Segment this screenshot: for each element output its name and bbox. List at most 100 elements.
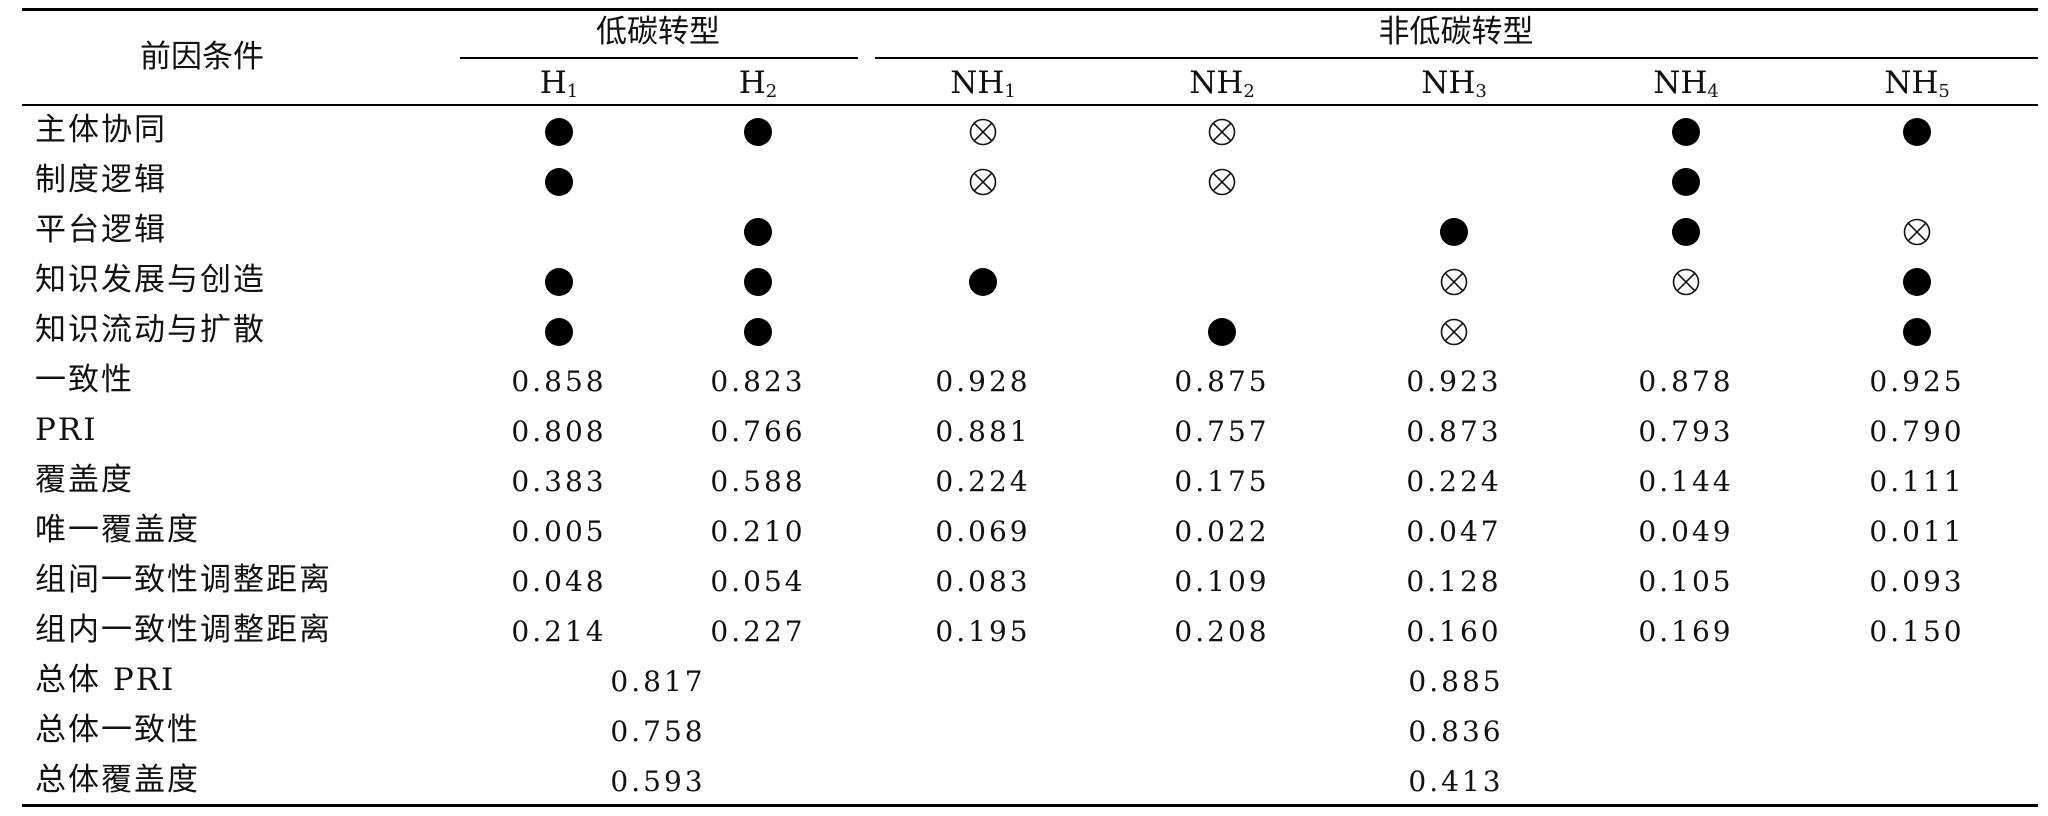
condition-absent-icon [969,118,997,146]
metric-value: 0.873 [1406,415,1502,448]
core-present-icon [1208,318,1236,346]
overall-low-value: 0.758 [610,715,706,748]
row-label: 总体 PRI [35,662,176,698]
metric-value: 0.790 [1869,415,1965,448]
header-bottom-rule [22,104,2038,106]
metric-value: 0.054 [710,565,806,598]
row-label: 一致性 [35,362,134,398]
core-present-icon [744,268,772,296]
metric-value: 0.169 [1638,615,1734,648]
metric-value: 0.208 [1174,615,1270,648]
metric-value: 0.227 [710,615,806,648]
config-header-nh1: NH1 [950,65,1016,102]
group-non-header: 非低碳转型 [1378,14,1534,50]
bottom-rule [22,804,2038,807]
top-rule [22,8,2038,11]
metric-value: 0.049 [1638,515,1734,548]
group-low-header: 低碳转型 [596,14,720,50]
row-label: 知识流动与扩散 [35,312,266,348]
overall-non-value: 0.413 [1408,765,1504,798]
metric-value: 0.093 [1869,565,1965,598]
core-present-icon [545,118,573,146]
core-present-icon [1903,268,1931,296]
metric-value: 0.175 [1174,465,1270,498]
metric-value: 0.022 [1174,515,1270,548]
condition-absent-icon [1903,218,1931,246]
metric-value: 0.111 [1869,465,1965,498]
metric-value: 0.005 [511,515,607,548]
metric-value: 0.588 [710,465,806,498]
core-present-icon [1440,218,1468,246]
core-present-icon [545,168,573,196]
core-present-icon [545,268,573,296]
metric-value: 0.224 [1406,465,1502,498]
core-present-icon [1672,118,1700,146]
core-present-icon [1903,118,1931,146]
config-header-h1: H1 [539,65,579,102]
row-label: 知识发展与创造 [35,262,266,298]
row-label: 组间一致性调整距离 [35,562,332,598]
metric-value: 0.858 [511,365,607,398]
core-present-icon [969,268,997,296]
metric-value: 0.823 [710,365,806,398]
condition-absent-icon [1672,268,1700,296]
metric-value: 0.128 [1406,565,1502,598]
overall-non-value: 0.885 [1408,665,1504,698]
metric-value: 0.195 [935,615,1031,648]
condition-header: 前因条件 [140,39,264,75]
condition-absent-icon [1208,118,1236,146]
metric-value: 0.383 [511,465,607,498]
metric-value: 0.766 [710,415,806,448]
config-header-nh4: NH4 [1653,65,1719,102]
metric-value: 0.224 [935,465,1031,498]
config-header-nh3: NH3 [1421,65,1487,102]
metric-value: 0.109 [1174,565,1270,598]
metric-value: 0.878 [1638,365,1734,398]
group-low-underline [460,57,858,59]
core-present-icon [545,318,573,346]
metric-value: 0.047 [1406,515,1502,548]
condition-absent-icon [1208,168,1236,196]
config-header-h2: H2 [738,65,778,102]
config-header-nh5: NH5 [1884,65,1950,102]
config-header-nh2: NH2 [1189,65,1255,102]
metric-value: 0.928 [935,365,1031,398]
metric-value: 0.105 [1638,565,1734,598]
core-present-icon [744,118,772,146]
core-present-icon [1903,318,1931,346]
core-present-icon [1672,218,1700,246]
condition-absent-icon [1440,268,1468,296]
core-present-icon [744,318,772,346]
metric-value: 0.881 [935,415,1031,448]
metric-value: 0.757 [1174,415,1270,448]
metric-value: 0.069 [935,515,1031,548]
row-label: 平台逻辑 [35,212,167,248]
overall-non-value: 0.836 [1408,715,1504,748]
row-label: 覆盖度 [35,462,134,498]
condition-absent-icon [1440,318,1468,346]
metric-value: 0.214 [511,615,607,648]
metric-value: 0.011 [1869,515,1965,548]
metric-value: 0.210 [710,515,806,548]
row-label: 总体覆盖度 [35,762,200,798]
metric-value: 0.150 [1869,615,1965,648]
overall-low-value: 0.593 [610,765,706,798]
core-present-icon [744,218,772,246]
metric-value: 0.875 [1174,365,1270,398]
row-label: 制度逻辑 [35,162,167,198]
row-label: 主体协同 [35,112,167,148]
overall-low-value: 0.817 [610,665,706,698]
metric-value: 0.925 [1869,365,1965,398]
metric-value: 0.048 [511,565,607,598]
row-label: 组内一致性调整距离 [35,612,332,648]
group-non-underline [875,57,2038,59]
row-label: PRI [35,412,98,448]
row-label: 总体一致性 [35,712,200,748]
metric-value: 0.793 [1638,415,1734,448]
metric-value: 0.160 [1406,615,1502,648]
metric-value: 0.083 [935,565,1031,598]
metric-value: 0.808 [511,415,607,448]
row-label: 唯一覆盖度 [35,512,200,548]
core-present-icon [1672,168,1700,196]
condition-absent-icon [969,168,997,196]
